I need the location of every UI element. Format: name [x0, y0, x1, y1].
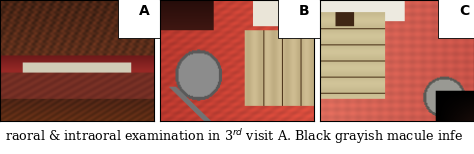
Text: raoral & intraoral examination in 3$^{rd}$ visit A. Black grayish macule infe: raoral & intraoral examination in 3$^{rd… — [5, 127, 463, 146]
Text: A: A — [139, 4, 150, 18]
Text: C: C — [459, 4, 469, 18]
Text: B: B — [299, 4, 310, 18]
